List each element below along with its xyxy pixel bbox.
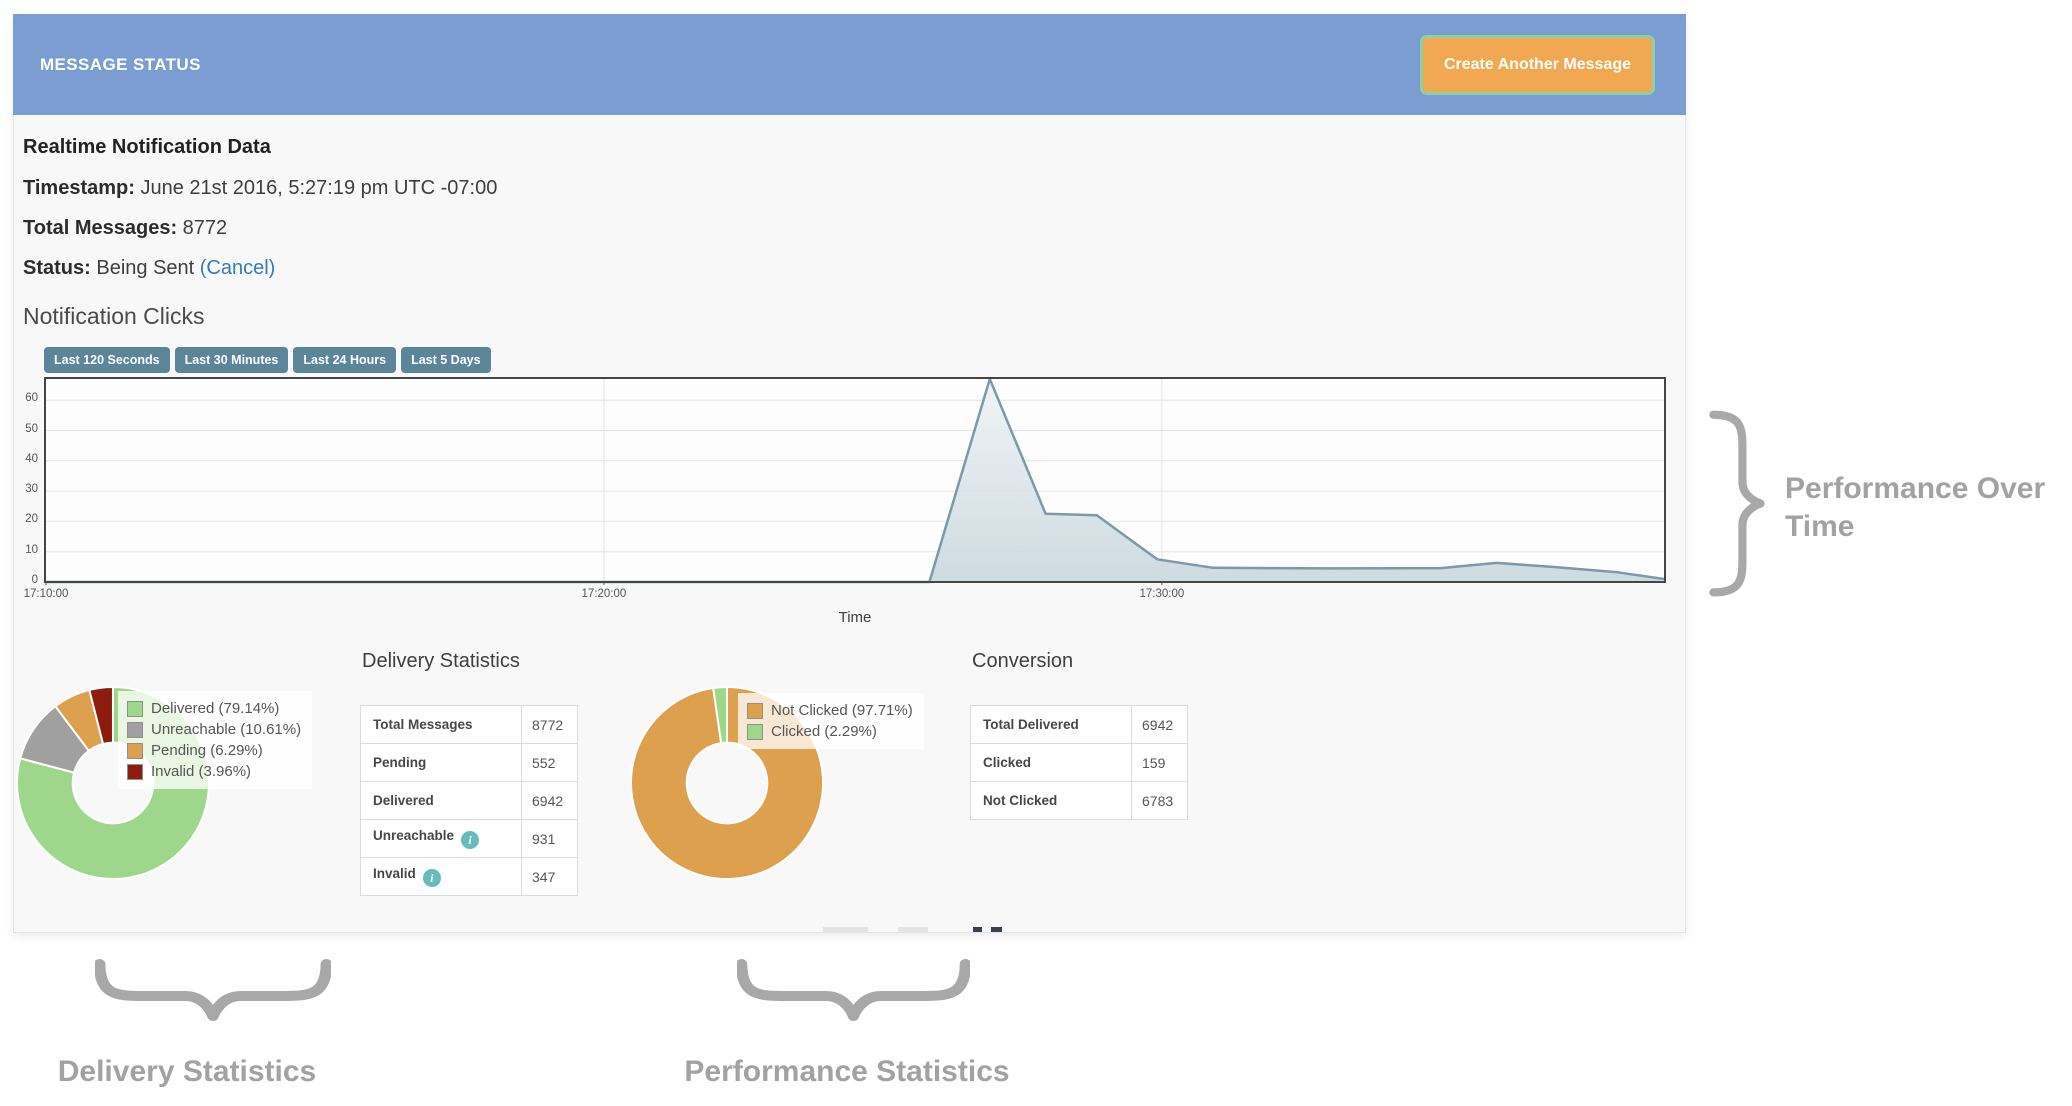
stat-label: Total Delivered (970, 705, 1132, 744)
status-value: Being Sent (90, 257, 200, 279)
y-tick-label: 50 (25, 422, 38, 435)
table-row: Clicked 159 (970, 743, 1188, 782)
stat-value: 931 (521, 819, 578, 858)
clipped-content-fragment (973, 927, 982, 932)
curly-brace-down-icon (737, 959, 970, 1021)
legend-swatch (127, 763, 143, 780)
legend-swatch (747, 702, 763, 719)
time-range-button-group: Last 120 Seconds Last 30 Minutes Last 24 H… (44, 347, 491, 373)
curly-brace-right-icon (1709, 410, 1765, 597)
legend-label: Delivered (79.14%) (151, 700, 280, 717)
legend-item: Clicked (2.29%) (747, 721, 913, 742)
conversion-heading: Conversion (972, 650, 1074, 672)
info-icon[interactable]: i (461, 831, 480, 849)
annotation-performance-over-time: Performance Over Time (1785, 472, 2046, 543)
stat-value: 6942 (1131, 705, 1188, 744)
legend-item: Unreachable (10.61%) (127, 719, 301, 740)
stat-label: Pending (360, 743, 522, 782)
range-button-last-24-hours[interactable]: Last 24 Hours (293, 347, 397, 373)
stat-label: Invalid i (360, 857, 522, 896)
stat-label: Total Messages (360, 705, 522, 744)
range-button-last-5-days[interactable]: Last 5 Days (401, 347, 491, 373)
annotation-performance-statistics: Performance Statistics (684, 1055, 1010, 1088)
stat-label: Not Clicked (970, 781, 1132, 820)
stat-label: Delivered (360, 781, 522, 820)
info-icon[interactable]: i (422, 869, 441, 887)
stat-value: 159 (1131, 743, 1188, 782)
y-tick-label: 0 (31, 574, 38, 586)
legend-item: Delivered (79.14%) (127, 698, 301, 719)
panel-header: MESSAGE STATUS Create Another Message (13, 14, 1686, 115)
table-row: Not Clicked 6783 (970, 781, 1188, 820)
conversion-donut-legend: Not Clicked (97.71%) Clicked (2.29%) (738, 693, 924, 749)
table-row: Invalid i 347 (360, 857, 578, 896)
realtime-data-heading: Realtime Notification Data (23, 136, 271, 158)
y-tick-label: 60 (25, 392, 38, 405)
status-line: Status: Being Sent (Cancel) (23, 257, 275, 280)
table-row: Total Delivered 6942 (970, 705, 1188, 744)
total-messages-value: 8772 (177, 217, 228, 239)
y-tick-label: 30 (25, 483, 38, 496)
stat-value: 552 (521, 743, 578, 782)
annotation-delivery-statistics: Delivery Statistics (57, 1055, 317, 1088)
legend-label: Unreachable (10.61%) (151, 721, 302, 738)
legend-label: Clicked (2.29%) (771, 723, 877, 740)
range-button-last-30-minutes[interactable]: Last 30 Minutes (174, 347, 289, 373)
legend-swatch (127, 721, 143, 738)
table-row: Pending 552 (360, 743, 578, 782)
create-another-message-button[interactable]: Create Another Message (1419, 35, 1656, 95)
delivery-statistics-table: Total Messages 8772 Pending 552 Delivered 694… (360, 705, 578, 896)
panel-title: MESSAGE STATUS (40, 55, 201, 74)
y-tick-label: 20 (25, 513, 38, 526)
delivery-donut-legend: Delivered (79.14%) Unreachable (10.61%) Pe… (118, 691, 313, 789)
x-tick-label: 17:10:00 (23, 588, 69, 600)
curly-brace-down-icon (95, 959, 331, 1021)
notification-clicks-chart (44, 377, 1666, 585)
clipped-content-fragment (898, 927, 928, 932)
stat-label: Clicked (970, 743, 1132, 782)
timestamp-line: Timestamp: June 21st 2016, 5:27:19 pm UT… (23, 177, 497, 200)
delivery-statistics-heading: Delivery Statistics (362, 650, 520, 672)
table-row: Unreachable i 931 (360, 819, 578, 858)
x-tick-label: 17:20:00 (581, 588, 627, 600)
stat-value: 347 (521, 857, 578, 896)
y-tick-label: 10 (25, 543, 38, 556)
legend-item: Not Clicked (97.71%) (747, 700, 913, 721)
table-row: Total Messages 8772 (360, 705, 578, 744)
legend-swatch (127, 742, 143, 759)
table-row: Delivered 6942 (360, 781, 578, 820)
legend-item: Invalid (3.96%) (127, 761, 301, 782)
stat-value: 8772 (521, 705, 578, 744)
clipped-content-fragment (823, 927, 868, 932)
timestamp-value: June 21st 2016, 5:27:19 pm UTC -07:00 (134, 177, 498, 199)
cancel-link[interactable]: (Cancel) (199, 257, 276, 279)
stat-value: 6942 (521, 781, 578, 820)
donut-segment-clicked (712, 686, 728, 745)
status-label: Status: (23, 257, 91, 279)
total-messages-line: Total Messages: 8772 (23, 217, 227, 240)
legend-swatch (127, 700, 143, 717)
x-tick-label: 17:30:00 (1139, 588, 1185, 600)
clipped-content-fragment (991, 927, 1002, 932)
donut-segment-invalid (88, 686, 114, 746)
y-tick-label: 40 (25, 452, 38, 465)
legend-item: Pending (6.29%) (127, 740, 301, 761)
legend-label: Invalid (3.96%) (151, 763, 252, 780)
stat-label: Unreachable i (360, 819, 522, 858)
legend-label: Not Clicked (97.71%) (771, 702, 913, 719)
legend-swatch (747, 723, 763, 740)
notification-clicks-title: Notification Clicks (23, 303, 205, 329)
stat-value: 6783 (1131, 781, 1188, 820)
total-messages-label: Total Messages: (23, 217, 178, 239)
conversion-table: Total Delivered 6942 Clicked 159 Not Clicked… (970, 705, 1188, 820)
range-button-last-120-seconds[interactable]: Last 120 Seconds (44, 347, 170, 373)
chart-x-axis-label: Time (838, 609, 872, 626)
legend-label: Pending (6.29%) (151, 742, 263, 759)
timestamp-label: Timestamp: (23, 177, 135, 199)
